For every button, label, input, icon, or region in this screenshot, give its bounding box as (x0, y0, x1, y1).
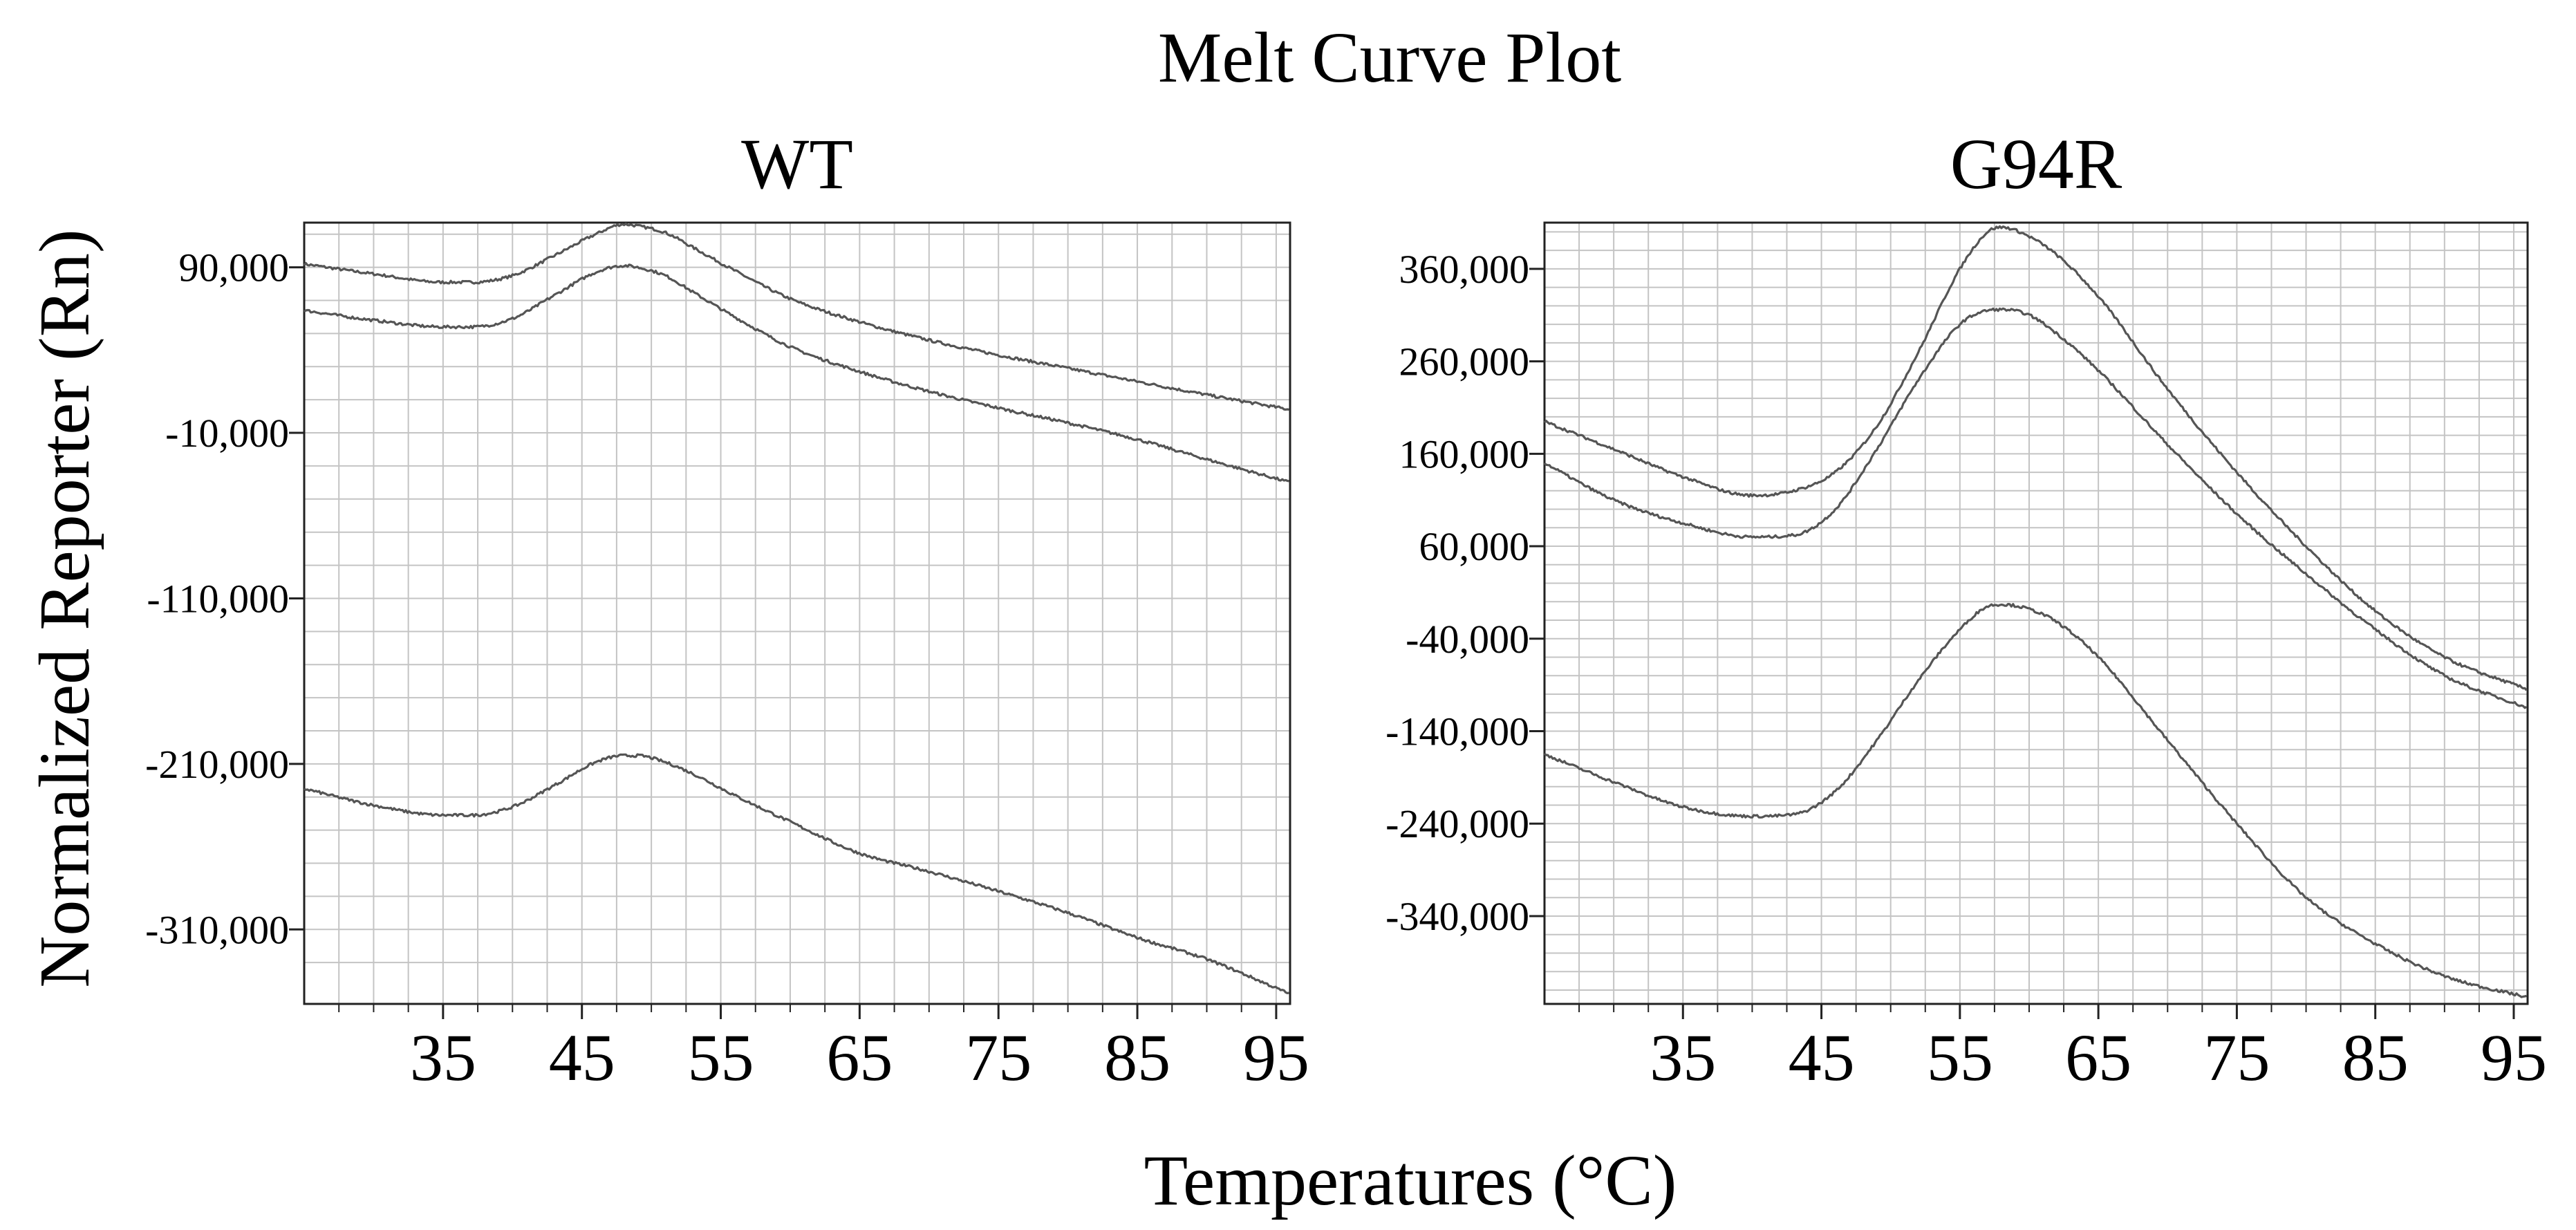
g94r-panel: G94R 35 45 55 65 75 85 95 360,000 260,000 160,000 6… (1385, 124, 2547, 1094)
wt-x-tick-label: 55 (688, 1021, 754, 1094)
wt-y-tick-label: -10,000 (165, 411, 289, 456)
g94r-series-1-line (1543, 225, 2528, 691)
g94r-x-tick-label: 75 (2203, 1021, 2270, 1094)
g94r-x-tick-label: 85 (2342, 1021, 2409, 1094)
wt-y-tick-label: 90,000 (179, 245, 290, 290)
g94r-x-tick-label: 95 (2481, 1021, 2547, 1094)
g94r-panel-title: G94R (1950, 124, 2122, 204)
wt-grid (304, 223, 1290, 1004)
wt-series-1-line (303, 223, 1289, 411)
g94r-plot-frame (1543, 221, 2529, 1005)
g94r-series-3-line (1543, 603, 2527, 998)
g94r-x-tick-label: 55 (1927, 1021, 1993, 1094)
figure-title: Melt Curve Plot (1158, 18, 1621, 97)
wt-y-tick-label: -110,000 (147, 576, 289, 621)
wt-series-2-line (304, 263, 1289, 483)
wt-x-tick-label: 75 (965, 1021, 1032, 1094)
g94r-y-tick-label: 160,000 (1399, 431, 1530, 476)
wt-y-tick-label: -210,000 (145, 742, 289, 787)
wt-panel: WT 35 45 55 65 75 85 95 90,000 -10,000 -110,000 -21… (145, 124, 1309, 1094)
g94r-y-tick-label: -140,000 (1385, 709, 1529, 754)
wt-plot-frame (303, 221, 1291, 1005)
g94r-y-tick-label: 360,000 (1399, 247, 1530, 292)
wt-x-tick-label: 95 (1243, 1021, 1309, 1094)
wt-y-tick-label: -310,000 (145, 907, 289, 952)
wt-panel-title: WT (741, 124, 853, 204)
g94r-y-tick-label: -40,000 (1406, 617, 1529, 662)
wt-x-tick-label: 45 (549, 1021, 615, 1094)
g94r-x-tick-label: 35 (1650, 1021, 1716, 1094)
x-axis-label: Temperatures (°C) (1144, 1141, 1677, 1220)
g94r-x-tick-label: 45 (1789, 1021, 1855, 1094)
g94r-y-tick-label: 60,000 (1419, 524, 1530, 569)
wt-series-3-line (304, 753, 1289, 994)
g94r-y-tick-label: -340,000 (1385, 894, 1529, 939)
g94r-x-tick-label: 65 (2065, 1021, 2131, 1094)
g94r-y-tick-label: -240,000 (1385, 801, 1529, 846)
wt-x-tick-label: 35 (410, 1021, 476, 1094)
y-axis-label: Normalized Reporter (Rn) (25, 229, 104, 987)
wt-x-tick-label: 65 (826, 1021, 893, 1094)
wt-x-tick-label: 85 (1104, 1021, 1170, 1094)
g94r-y-tick-label: 260,000 (1399, 339, 1530, 384)
g94r-grid (1544, 223, 2528, 1004)
g94r-series-2-line (1543, 307, 2528, 709)
